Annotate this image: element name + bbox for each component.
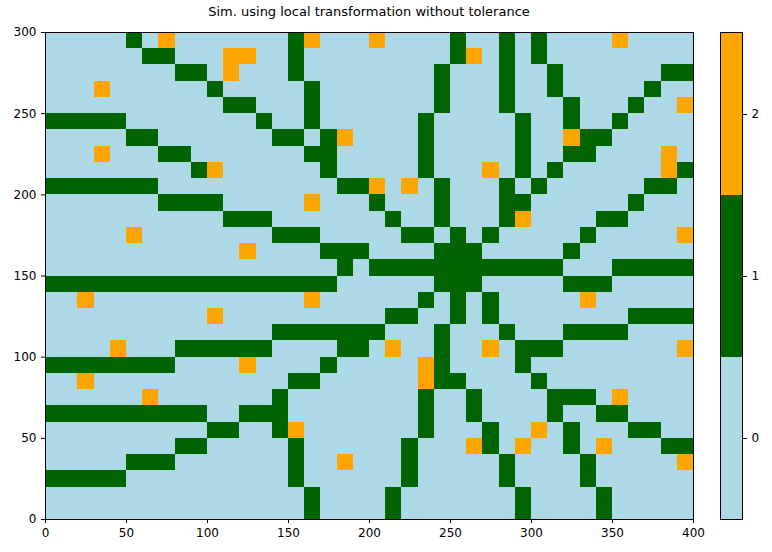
svg-text:0: 0 [29,512,37,526]
svg-text:200: 200 [14,188,37,202]
svg-text:300: 300 [14,25,37,39]
svg-text:200: 200 [358,526,381,540]
svg-text:150: 150 [14,269,37,283]
svg-text:0: 0 [752,431,760,445]
svg-text:150: 150 [277,526,300,540]
svg-text:250: 250 [439,526,462,540]
svg-text:250: 250 [14,107,37,121]
svg-text:400: 400 [682,526,705,540]
svg-text:2: 2 [752,107,760,121]
svg-text:1: 1 [752,269,760,283]
svg-text:100: 100 [14,350,37,364]
svg-text:0: 0 [42,526,50,540]
html-text:Sim. using local transformatio: Sim. using local transformation without … [208,4,530,19]
svg-text:50: 50 [21,431,36,445]
svg-text:300: 300 [520,526,543,540]
svg-text:350: 350 [601,526,624,540]
svg-text:100: 100 [196,526,219,540]
svg-text:50: 50 [119,526,134,540]
